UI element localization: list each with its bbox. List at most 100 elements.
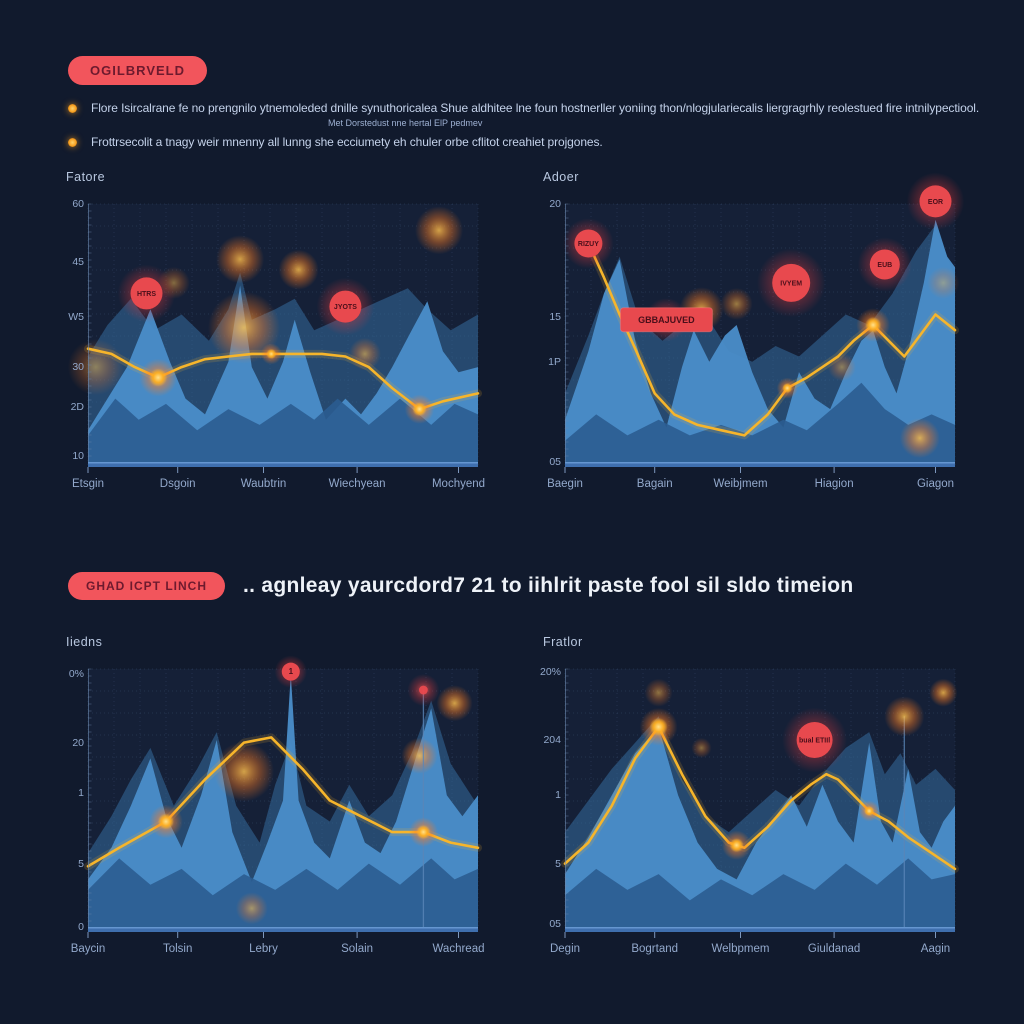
x-axis-label: Wiechyean: [328, 478, 386, 490]
bullet-subtext: Met Dorstedust nne hertal ElP pedmev: [328, 118, 483, 129]
orange-glow: [401, 737, 438, 774]
orange-glow: [927, 266, 960, 299]
chart-plot: RIZUY GBBAJUVED IVYEM EUB EOR: [563, 172, 965, 473]
orange-glow: [644, 678, 673, 707]
marker-label: IVYEM: [780, 280, 802, 287]
marker-label: HTRS: [137, 291, 156, 298]
y-axis-label: W5: [68, 311, 84, 324]
line-dot: [864, 806, 875, 817]
chart-plot: HTRS JYOTS: [67, 203, 482, 473]
y-axis-label: 10: [72, 450, 84, 463]
alert-marker: [329, 290, 362, 323]
area-series-dark: [88, 858, 478, 932]
orange-glow: [691, 737, 712, 758]
y-axis-label: 5: [555, 857, 561, 870]
y-axis-label: 20: [72, 736, 84, 749]
line-dot: [416, 825, 431, 840]
line-dot: [729, 838, 744, 853]
x-axis-bar: [88, 462, 478, 467]
chart-title: Adoer: [543, 170, 579, 184]
chart-svg: 1: [84, 655, 482, 938]
alert-marker: [796, 722, 833, 759]
y-axis-label: 20%: [539, 665, 561, 678]
x-axis-label: Tolsin: [162, 943, 193, 955]
area-series-dark: [88, 398, 478, 467]
x-axis-label: Etsgin: [72, 478, 104, 490]
chart-title: Iiedns: [66, 635, 103, 649]
line-dot: [158, 813, 174, 830]
orange-glow: [929, 678, 958, 707]
x-axis-label: Waubtrin: [240, 478, 287, 490]
marker-label: JYOTS: [334, 304, 357, 311]
x-axis-label: Degin: [549, 943, 581, 955]
alert-marker: [130, 277, 163, 310]
x-axis-label: Baycin: [70, 943, 106, 955]
chart-svg: RIZUY GBBAJUVED IVYEM EUB EOR: [563, 172, 965, 473]
orange-glow: [278, 249, 319, 290]
alert-marker: [869, 249, 900, 280]
y-axis-label: 1P: [548, 355, 561, 368]
chart-svg: bual ETIIl: [561, 668, 959, 938]
x-axis-bar: [88, 927, 478, 932]
line-dot: [782, 383, 793, 394]
x-axis-bar: [565, 462, 955, 467]
line-dot: [412, 402, 427, 417]
marker-label: bual ETIIl: [799, 738, 830, 745]
x-axis-label: Giagon: [916, 478, 955, 490]
x-axis-label: Bogrtand: [631, 943, 679, 955]
section-header: GHAD ICPT LINCH .. agnleay yaurcdord7 21…: [68, 572, 854, 600]
line-dot: [649, 717, 668, 736]
orange-glow: [235, 892, 268, 925]
x-axis-label: Welbpmem: [711, 943, 770, 955]
marker-label: EOR: [928, 199, 943, 206]
y-axis-label: 45: [72, 255, 84, 268]
area-series-front: [88, 674, 478, 932]
x-axis-label: Wachread: [432, 943, 485, 955]
section-badge: GHAD ICPT LINCH: [68, 572, 225, 600]
marker-label: 1: [289, 667, 294, 676]
orange-glow: [720, 287, 753, 320]
bullet-text: Flore Isircalrane fe no prengnilo ytnemo…: [91, 101, 980, 115]
x-axis-label: Lebry: [249, 943, 278, 955]
status-badge: OGILBRVELD: [68, 56, 207, 85]
x-axis-label: Giuldanad: [807, 943, 861, 955]
section-title: .. agnleay yaurcdord7 21 to iihlrit past…: [243, 574, 854, 597]
marker-label: GBBAJUVED: [638, 315, 695, 325]
y-axis-label: 0%: [68, 668, 84, 681]
chart-panel: Iiedns 1 0% 20 1 5 0 Baycin Tolsin Lebry Solain Wac…: [60, 635, 512, 987]
y-axis-label: 20: [549, 198, 561, 210]
x-axis-label: Solain: [341, 943, 374, 955]
orange-glow: [436, 685, 473, 722]
chart-panel: Fatore HTRS JYOTS 60 45 W5 30 2D 10 Etsgin Dsgoin W…: [60, 170, 512, 522]
y-axis-label: 2D: [70, 400, 84, 413]
marker-label: EUB: [877, 262, 892, 269]
y-axis-label: 15: [549, 311, 561, 324]
alert-label: [619, 307, 713, 333]
line-dot: [266, 348, 277, 359]
area-series-dark: [565, 858, 955, 932]
alert-marker: [574, 229, 603, 258]
line-dot: [865, 316, 882, 333]
orange-glow: [214, 741, 274, 802]
y-axis-label: 5: [78, 857, 84, 870]
bullet-item: Frottrsecolit a tnagy weir mnenny all lu…: [68, 135, 994, 149]
orange-glow: [899, 418, 940, 459]
x-axis-label: Mochyend: [431, 478, 486, 490]
y-axis-label: 0: [78, 920, 84, 933]
chart-svg: HTRS JYOTS: [67, 203, 482, 473]
bullet-list: Flore Isircalrane fe no prengnilo ytnemo…: [68, 101, 994, 150]
x-axis-label: Bagain: [636, 478, 673, 490]
line-series: [563, 725, 957, 871]
bullet-text: Frottrsecolit a tnagy weir mnenny all lu…: [91, 135, 603, 150]
chart-plot: 1: [84, 655, 482, 938]
bullet-dot-icon: [68, 138, 77, 148]
x-axis-label: Dsgoin: [159, 478, 196, 490]
x-axis-bar: [565, 927, 955, 932]
chart-title: Fatore: [66, 170, 106, 184]
y-axis-label: 05: [549, 918, 561, 931]
x-axis-label: Aagin: [920, 943, 951, 955]
chart-plot: bual ETIIl: [561, 668, 959, 938]
bullet-item: Flore Isircalrane fe no prengnilo ytnemo…: [68, 101, 994, 115]
marker-label: RIZUY: [578, 241, 599, 248]
orange-glow: [216, 235, 265, 284]
